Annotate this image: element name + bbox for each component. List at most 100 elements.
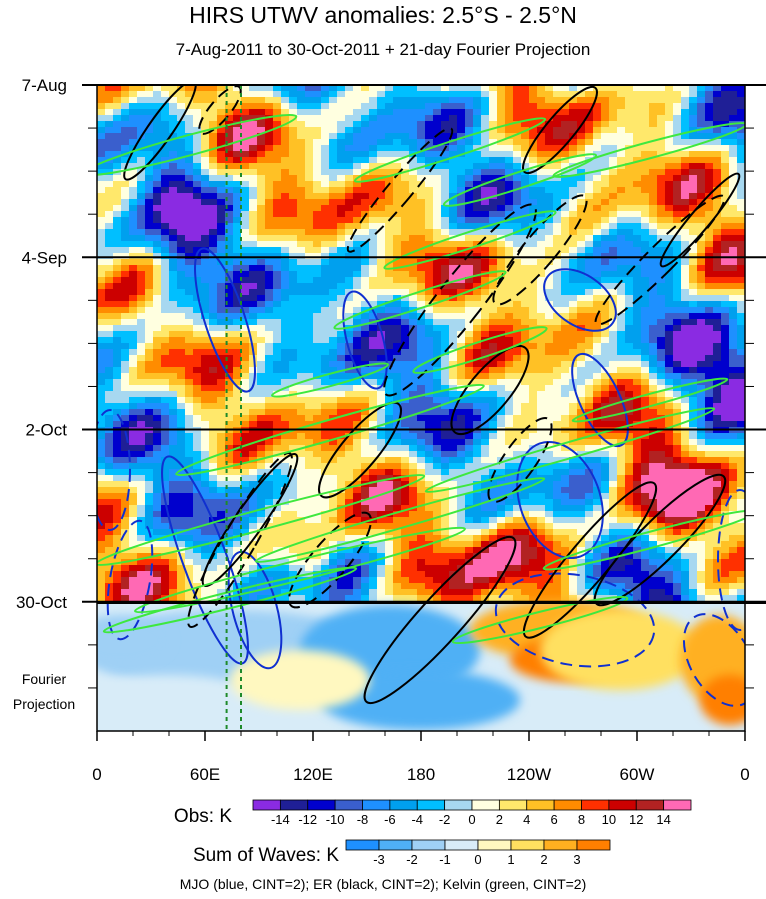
field-cell [633,223,642,230]
field-cell [393,199,402,206]
field-cell [297,319,306,326]
field-cell [513,91,522,98]
field-cell [177,145,186,152]
field-cell [641,265,650,272]
field-cell [609,247,618,254]
field-cell [185,133,194,140]
field-cell [585,445,594,452]
field-cell [265,409,274,416]
field-cell [593,433,602,440]
field-cell [529,97,538,104]
field-cell [145,355,154,362]
field-cell [329,127,338,134]
field-cell [353,421,362,428]
field-cell [721,193,730,200]
field-cell [577,175,586,182]
field-cell [601,205,610,212]
field-cell [449,247,458,254]
field-cell [609,145,618,152]
field-cell [337,151,346,158]
field-cell [249,187,258,194]
field-cell [585,325,594,332]
field-cell [217,301,226,308]
field-cell [633,247,642,254]
field-cell [201,325,210,332]
field-cell [305,343,314,350]
field-cell [521,229,530,236]
field-cell [169,223,178,230]
field-cell [273,205,282,212]
field-cell [409,265,418,272]
field-cell [273,325,282,332]
field-cell [617,211,626,218]
field-cell [449,283,458,290]
field-cell [345,343,354,350]
field-cell [281,409,290,416]
field-cell [409,445,418,452]
field-cell [561,181,570,188]
field-cell [161,163,170,170]
field-cell [633,277,642,284]
field-cell [553,409,562,416]
field-cell [593,181,602,188]
field-cell [353,241,362,248]
field-cell [609,397,618,404]
field-cell [705,367,714,374]
field-cell [97,451,106,458]
field-cell [353,187,362,194]
field-cell [521,433,530,440]
field-cell [649,187,658,194]
field-cell [665,271,674,278]
field-cell [529,415,538,422]
field-cell [689,169,698,176]
field-cell [713,175,722,182]
field-cell [185,397,194,404]
field-cell [441,439,450,446]
field-cell [385,325,394,332]
field-cell [193,421,202,428]
field-cell [129,217,138,224]
field-cell [169,283,178,290]
field-cell [465,451,474,458]
field-cell [257,229,266,236]
field-cell [465,115,474,122]
field-cell [377,181,386,188]
field-cell [553,415,562,422]
field-cell [569,409,578,416]
field-cell [289,385,298,392]
field-cell [233,115,242,122]
field-cell [593,397,602,404]
field-cell [361,187,370,194]
field-cell [561,229,570,236]
field-cell [417,157,426,164]
field-cell [113,283,122,290]
field-cell [577,409,586,416]
field-cell [625,133,634,140]
field-cell [369,205,378,212]
field-cell [665,115,674,122]
field-cell [305,151,314,158]
field-cell [505,211,514,218]
field-cell [513,307,522,314]
field-cell [569,421,578,428]
field-cell [593,205,602,212]
field-cell [185,175,194,182]
field-cell [465,91,474,98]
field-cell [241,367,250,374]
field-cell [633,289,642,296]
field-cell [729,265,738,272]
field-cell [513,157,522,164]
field-cell [201,295,210,302]
field-cell [337,223,346,230]
field-cell [633,121,642,128]
field-cell [561,121,570,128]
field-cell [209,415,218,422]
field-cell [425,337,434,344]
field-cell [265,403,274,410]
field-cell [729,367,738,374]
field-cell [401,181,410,188]
field-cell [241,217,250,224]
field-cell [137,391,146,398]
field-cell [273,379,282,386]
field-cell [601,133,610,140]
